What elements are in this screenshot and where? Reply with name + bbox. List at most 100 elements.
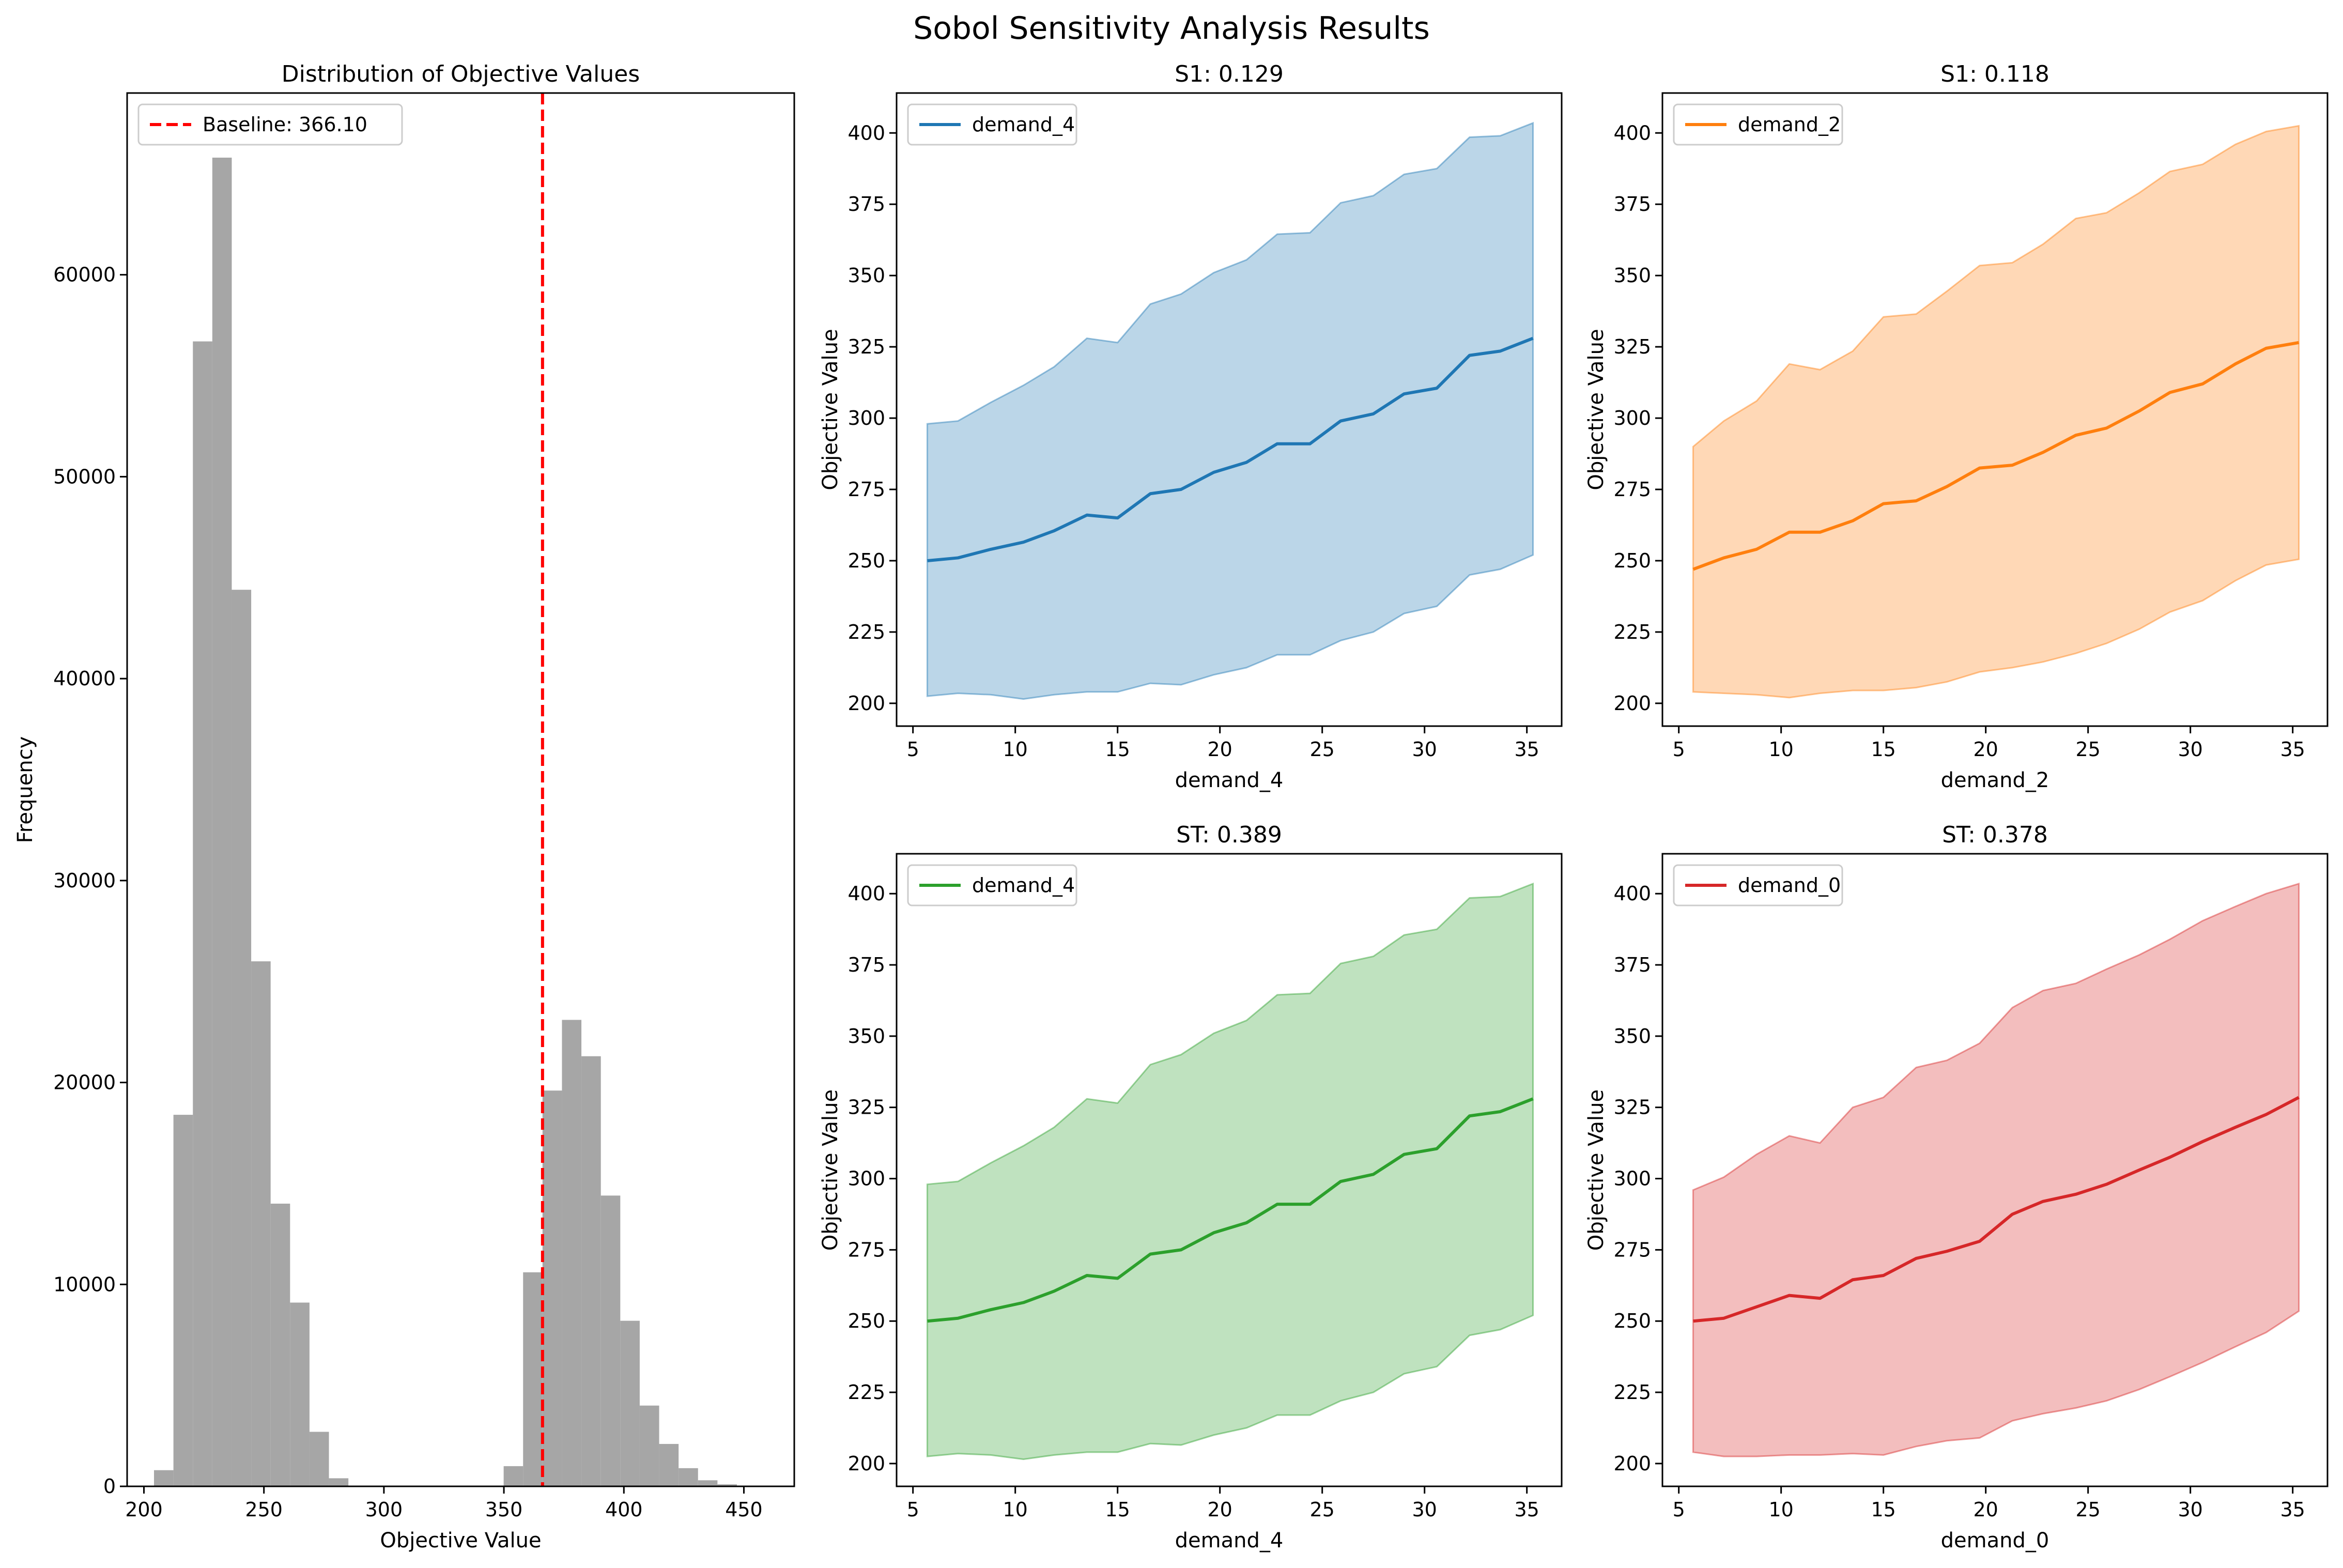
x-tick-label: 5 xyxy=(1673,738,1685,761)
x-tick-label: 35 xyxy=(2280,1498,2305,1521)
y-axis-label: Objective Value xyxy=(1584,1089,1608,1251)
legend-box xyxy=(1673,103,1843,146)
legend: demand_4 xyxy=(907,103,1077,146)
plot-data xyxy=(1692,125,2300,699)
y-tick-label: 20000 xyxy=(53,1071,116,1094)
y-tick-label: 250 xyxy=(847,1310,885,1332)
y-tick-label: 225 xyxy=(1613,1381,1651,1404)
y-tick-label: 300 xyxy=(1613,1167,1651,1190)
y-tick-label: 325 xyxy=(847,335,885,358)
x-tick-label: 10 xyxy=(1003,1498,1028,1521)
y-tick-label: 40000 xyxy=(53,667,116,690)
y-tick-label: 200 xyxy=(847,1452,885,1475)
y-tick-label: 375 xyxy=(847,193,885,216)
histogram-bar xyxy=(659,1443,679,1486)
subplot-hist: 200 250 300 350 400 450 0 10000 20000 30000 40000 5… xyxy=(13,61,795,1552)
x-tick-label: 25 xyxy=(2076,1498,2101,1521)
y-tick-label: 275 xyxy=(847,1238,885,1261)
x-tick-label: 20 xyxy=(1974,738,1998,761)
subplot-title: S1: 0.118 xyxy=(1940,61,2049,87)
legend-label: demand_4 xyxy=(972,113,1075,136)
axes-frame xyxy=(126,92,795,1487)
subplot-stb: 5 10 15 20 25 30 35 200 225 250 275 300 325 350 375 400… xyxy=(1584,822,2329,1552)
confidence-band xyxy=(926,882,1534,1461)
y-tick-label: 325 xyxy=(1613,1096,1651,1119)
plot-data xyxy=(926,121,1534,700)
x-tick-label: 10 xyxy=(1769,738,1794,761)
y-tick-label: 400 xyxy=(1613,882,1651,905)
subplot-s1b: 5 10 15 20 25 30 35 200 225 250 275 300 325 350 375 400… xyxy=(1584,61,2329,792)
y-tick-label: 225 xyxy=(1613,621,1651,643)
x-tick-label: 30 xyxy=(2178,738,2203,761)
legend: demand_2 xyxy=(1673,103,1843,146)
histogram-bar xyxy=(173,1115,193,1486)
y-tick-label: 325 xyxy=(1613,335,1651,358)
x-tick-label: 35 xyxy=(1515,738,1539,761)
axes-frame xyxy=(1661,92,2329,727)
y-tick-label: 400 xyxy=(1613,121,1651,144)
x-tick-label: 300 xyxy=(365,1498,403,1521)
x-tick-label: 5 xyxy=(907,1498,919,1521)
histogram-bar xyxy=(270,1203,290,1486)
histogram-bar xyxy=(251,961,271,1486)
x-tick-label: 250 xyxy=(245,1498,283,1521)
y-tick-label: 350 xyxy=(847,264,885,287)
series-line xyxy=(927,336,1534,562)
series-line xyxy=(1693,1096,2300,1323)
x-axis-label: Objective Value xyxy=(380,1529,541,1552)
y-tick-label: 350 xyxy=(1613,1025,1651,1048)
histogram-bar xyxy=(542,1090,562,1486)
y-tick-label: 375 xyxy=(1613,193,1651,216)
y-tick-label: 375 xyxy=(847,954,885,976)
y-tick-label: 400 xyxy=(847,121,885,144)
legend-box xyxy=(137,103,403,146)
subplots: 200 250 300 350 400 450 0 10000 20000 30000 40000 5… xyxy=(13,61,2329,1552)
legend: Baseline: 366.10 xyxy=(137,103,403,146)
axes-frame xyxy=(896,853,1563,1487)
histogram-bar xyxy=(290,1302,310,1486)
subplot-title: S1: 0.129 xyxy=(1175,61,1284,87)
x-tick-label: 35 xyxy=(1515,1498,1539,1521)
y-tick-label: 200 xyxy=(1613,1452,1651,1475)
x-tick-label: 30 xyxy=(1412,1498,1437,1521)
axes-frame xyxy=(896,92,1563,727)
subplot-s1a: 5 10 15 20 25 30 35 200 225 250 275 300 325 350 375 400… xyxy=(819,61,1563,792)
y-tick-label: 300 xyxy=(1613,407,1651,429)
legend: demand_0 xyxy=(1673,864,1843,906)
subplot-title: ST: 0.389 xyxy=(1176,822,1282,848)
y-tick-label: 300 xyxy=(847,407,885,429)
x-tick-label: 5 xyxy=(907,738,919,761)
x-tick-label: 25 xyxy=(2076,738,2101,761)
histogram-bar xyxy=(600,1195,621,1486)
y-tick-label: 400 xyxy=(847,882,885,905)
histogram-bar xyxy=(309,1432,329,1486)
histogram-bar xyxy=(329,1478,349,1486)
plot-data xyxy=(154,93,757,1486)
x-tick-label: 20 xyxy=(1208,1498,1232,1521)
y-tick-label: 275 xyxy=(1613,1238,1651,1261)
y-tick-label: 225 xyxy=(847,621,885,643)
x-tick-label: 350 xyxy=(485,1498,523,1521)
y-axis-label: Frequency xyxy=(13,736,37,843)
histogram-bar xyxy=(679,1468,698,1486)
histogram-bar xyxy=(154,1470,174,1486)
y-tick-label: 300 xyxy=(847,1167,885,1190)
legend-box xyxy=(907,864,1077,906)
legend-label: Baseline: 366.10 xyxy=(203,113,367,136)
plot-data xyxy=(926,882,1534,1461)
x-tick-label: 30 xyxy=(2178,1498,2203,1521)
x-axis-label: demand_4 xyxy=(1175,768,1284,792)
y-tick-label: 225 xyxy=(847,1381,885,1404)
x-tick-label: 10 xyxy=(1003,738,1028,761)
x-tick-label: 450 xyxy=(725,1498,763,1521)
confidence-band xyxy=(926,121,1534,700)
y-tick-label: 275 xyxy=(847,478,885,501)
subplot-sta: 5 10 15 20 25 30 35 200 225 250 275 300 325 350 375 400… xyxy=(819,822,1563,1552)
confidence-band xyxy=(1692,882,2300,1457)
y-tick-label: 250 xyxy=(1613,1310,1651,1332)
x-tick-label: 20 xyxy=(1208,738,1232,761)
histogram-bar xyxy=(639,1405,659,1486)
series-line xyxy=(1692,341,2300,571)
